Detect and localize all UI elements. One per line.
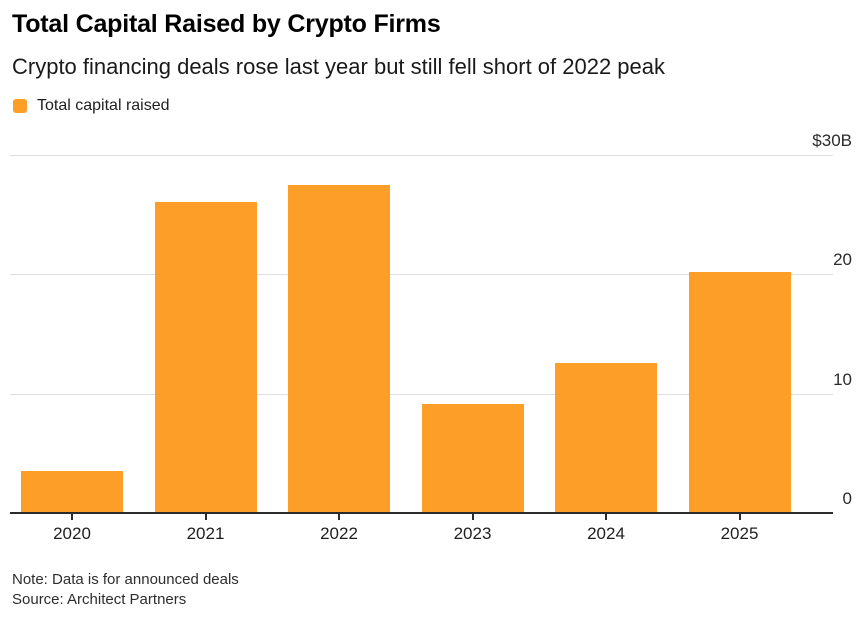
- x-axis-label-2023: 2023: [453, 524, 492, 543]
- bar-2022: [288, 184, 390, 512]
- chart-title: Total Capital Raised by Crypto Firms: [12, 10, 441, 38]
- y-axis-label-20: 20: [833, 250, 852, 270]
- bar-2023: [421, 404, 524, 512]
- x-axis-label-2022: 2022: [320, 524, 358, 543]
- legend-label: Total capital raised: [37, 97, 170, 114]
- gridline-30: [10, 155, 833, 156]
- gridline-10: [10, 393, 833, 395]
- y-axis-label-0: 0: [842, 489, 852, 508]
- x-axis-label-2021: 2021: [186, 524, 225, 543]
- x-axis-label-2024: 2024: [587, 524, 625, 543]
- bar-2025: [688, 271, 791, 512]
- y-axis-label-30: $30B: [812, 131, 852, 150]
- x-axis-label-2025: 2025: [720, 524, 759, 543]
- legend: Total capital raised: [13, 97, 170, 115]
- gridline-20: [10, 274, 833, 276]
- footer-note: Note: Data is for announced deals: [12, 571, 239, 588]
- x-axis-label-2020: 2020: [53, 524, 91, 543]
- footer-source: Source: Architect Partners: [12, 591, 187, 608]
- bar-2021: [154, 201, 257, 512]
- y-axis-label-10: 10: [833, 369, 852, 389]
- bar-2024: [555, 362, 657, 512]
- x-axis-tick-2021: [204, 514, 207, 520]
- x-axis-tick-2020: [71, 514, 73, 520]
- legend-swatch-icon: [13, 99, 27, 113]
- chart-subtitle: Crypto financing deals rose last year bu…: [12, 54, 666, 79]
- x-axis-tick-2023: [471, 514, 474, 520]
- x-axis-tick-2024: [605, 514, 607, 520]
- x-axis-tick-2025: [738, 514, 741, 520]
- bar-2020: [21, 471, 123, 512]
- x-axis-tick-2022: [338, 514, 340, 520]
- x-axis-baseline: [10, 512, 833, 514]
